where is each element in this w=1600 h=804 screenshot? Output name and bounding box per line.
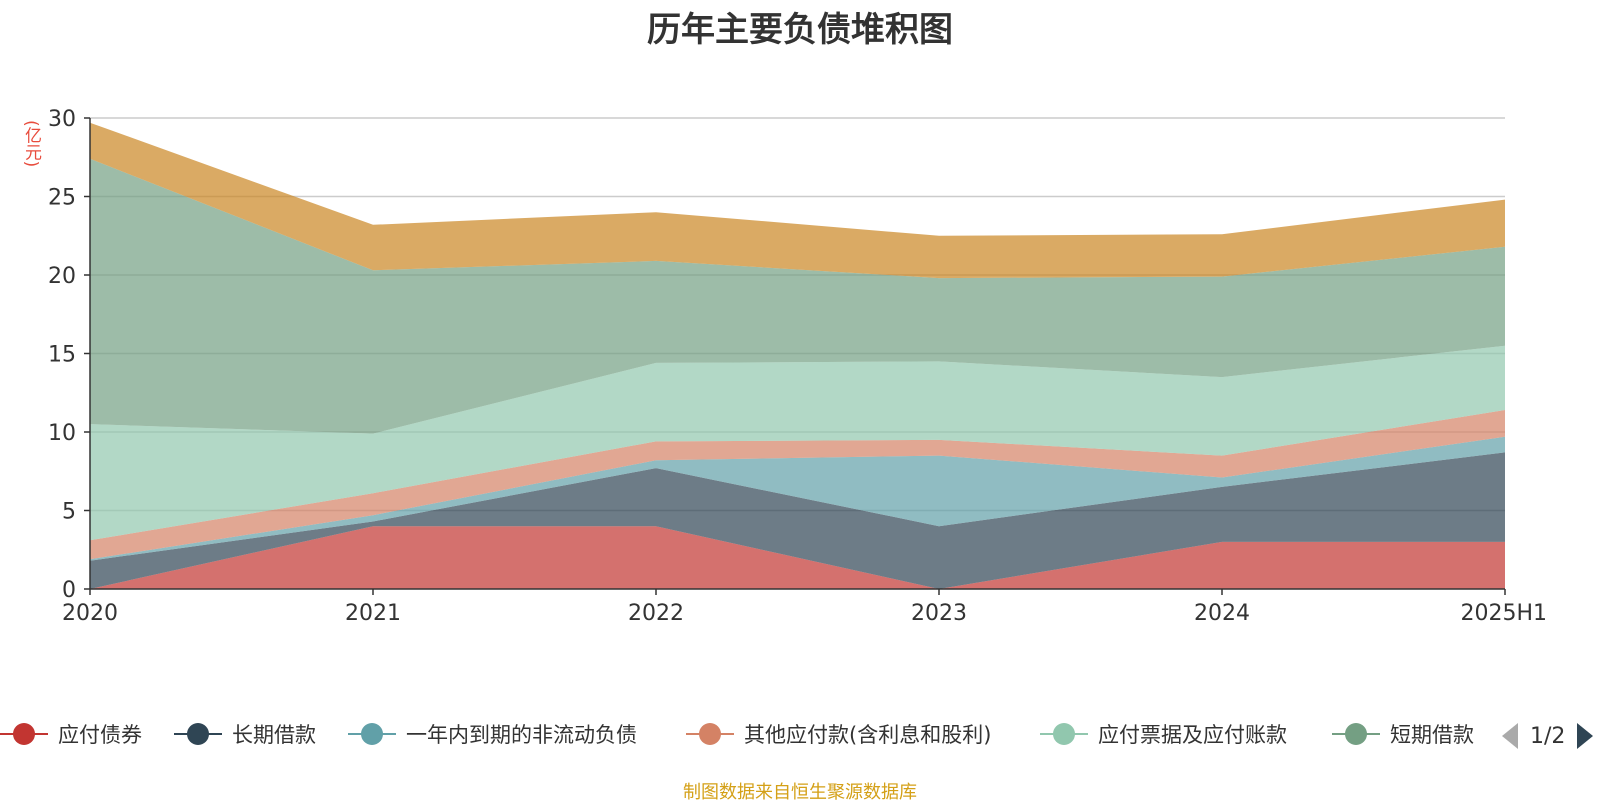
y-tick-label-30: 30 — [48, 107, 76, 132]
legend-marker-icon — [686, 723, 734, 745]
legend-page-indicator: 1/2 — [1530, 723, 1566, 749]
legend-label: 其他应付款(含利息和股利) — [744, 723, 992, 747]
legend-label: 短期借款 — [1390, 723, 1474, 747]
x-tick-label-5: 2025H1 — [1460, 601, 1547, 626]
y-tick-label-5: 5 — [62, 500, 76, 525]
legend-label: 应付票据及应付账款 — [1098, 723, 1287, 747]
legend-item[interactable]: 应付票据及应付账款 — [1040, 716, 1287, 752]
x-tick-label-1: 2021 — [345, 601, 401, 626]
legend-item[interactable]: 应付债券 — [0, 716, 142, 752]
legend-items: 应付债券 长期借款 一年内到期的非流动负债 其他应付款(含利息和股利) 应付票据及应付账… — [0, 716, 1482, 756]
source-note: 制图数据来自恒生聚源数据库 — [683, 782, 917, 803]
area-series-4 — [90, 345, 1505, 541]
next-page-icon[interactable] — [1575, 721, 1595, 751]
legend-label: 应付债券 — [58, 723, 142, 747]
legend-label: 一年内到期的非流动负债 — [406, 723, 637, 747]
x-tick-label-4: 2024 — [1194, 601, 1250, 626]
x-tick-label-3: 2023 — [911, 601, 967, 626]
legend-pager: 1/2 — [1500, 718, 1595, 754]
area-series-0 — [90, 526, 1505, 589]
legend-item[interactable]: 其他应付款(含利息和股利) — [686, 716, 991, 752]
stacked-area-chart: 0 5 10 15 20 25 30 2020 2021 2022 2023 2024 2025H1 — [48, 107, 1547, 626]
prev-page-icon[interactable] — [1500, 721, 1520, 751]
legend-item[interactable]: 短期借款 — [1332, 716, 1474, 752]
y-axis-unit-label: (亿元) — [21, 120, 41, 168]
area-series-6 — [90, 122, 1505, 279]
legend-item[interactable]: 一年内到期的非流动负债 — [348, 716, 637, 752]
y-tick-label-15: 15 — [48, 343, 76, 368]
area-series-2 — [90, 436, 1505, 561]
legend: 应付债券 长期借款 一年内到期的非流动负债 其他应付款(含利息和股利) 应付票据及应付账… — [0, 716, 1600, 756]
y-tick-label-25: 25 — [48, 186, 76, 211]
y-tick-label-0: 0 — [62, 578, 76, 603]
legend-marker-icon — [1040, 723, 1088, 745]
legend-marker-icon — [174, 723, 222, 745]
chart-title: 历年主要负债堆积图 — [647, 10, 953, 50]
legend-marker-icon — [348, 723, 396, 745]
legend-marker-icon — [0, 723, 48, 745]
area-series-5 — [90, 158, 1505, 434]
y-tick-label-10: 10 — [48, 421, 76, 446]
legend-marker-icon — [1332, 723, 1380, 745]
legend-item[interactable]: 长期借款 — [174, 716, 316, 752]
axes: 0 5 10 15 20 25 30 2020 2021 2022 2023 2024 2025H1 — [48, 107, 1547, 626]
area-series-1 — [90, 452, 1505, 589]
y-tick-label-20: 20 — [48, 264, 76, 289]
x-tick-label-0: 2020 — [62, 601, 118, 626]
legend-label: 长期借款 — [232, 723, 316, 747]
x-tick-label-2: 2022 — [628, 601, 684, 626]
area-series-layer — [90, 122, 1505, 589]
